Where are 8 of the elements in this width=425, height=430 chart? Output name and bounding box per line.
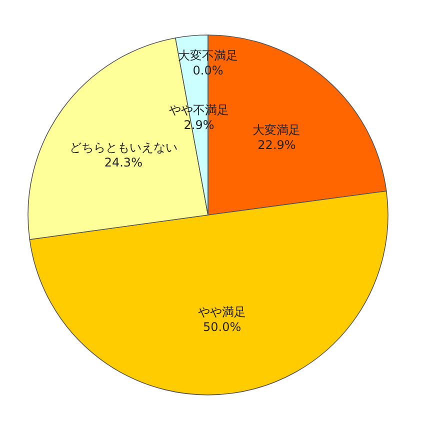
slice-label: 大変満足: [252, 123, 301, 138]
data-label: 50.0%: [202, 320, 242, 334]
data-label: 22.9%: [258, 138, 296, 152]
slice-label: どちらともいえない: [69, 140, 178, 154]
data-label: 24.3%: [104, 155, 142, 170]
text: 0.0%: [192, 64, 224, 78]
category-label: 大変不満足: [178, 48, 238, 63]
slice-label: やや満足: [198, 305, 246, 320]
